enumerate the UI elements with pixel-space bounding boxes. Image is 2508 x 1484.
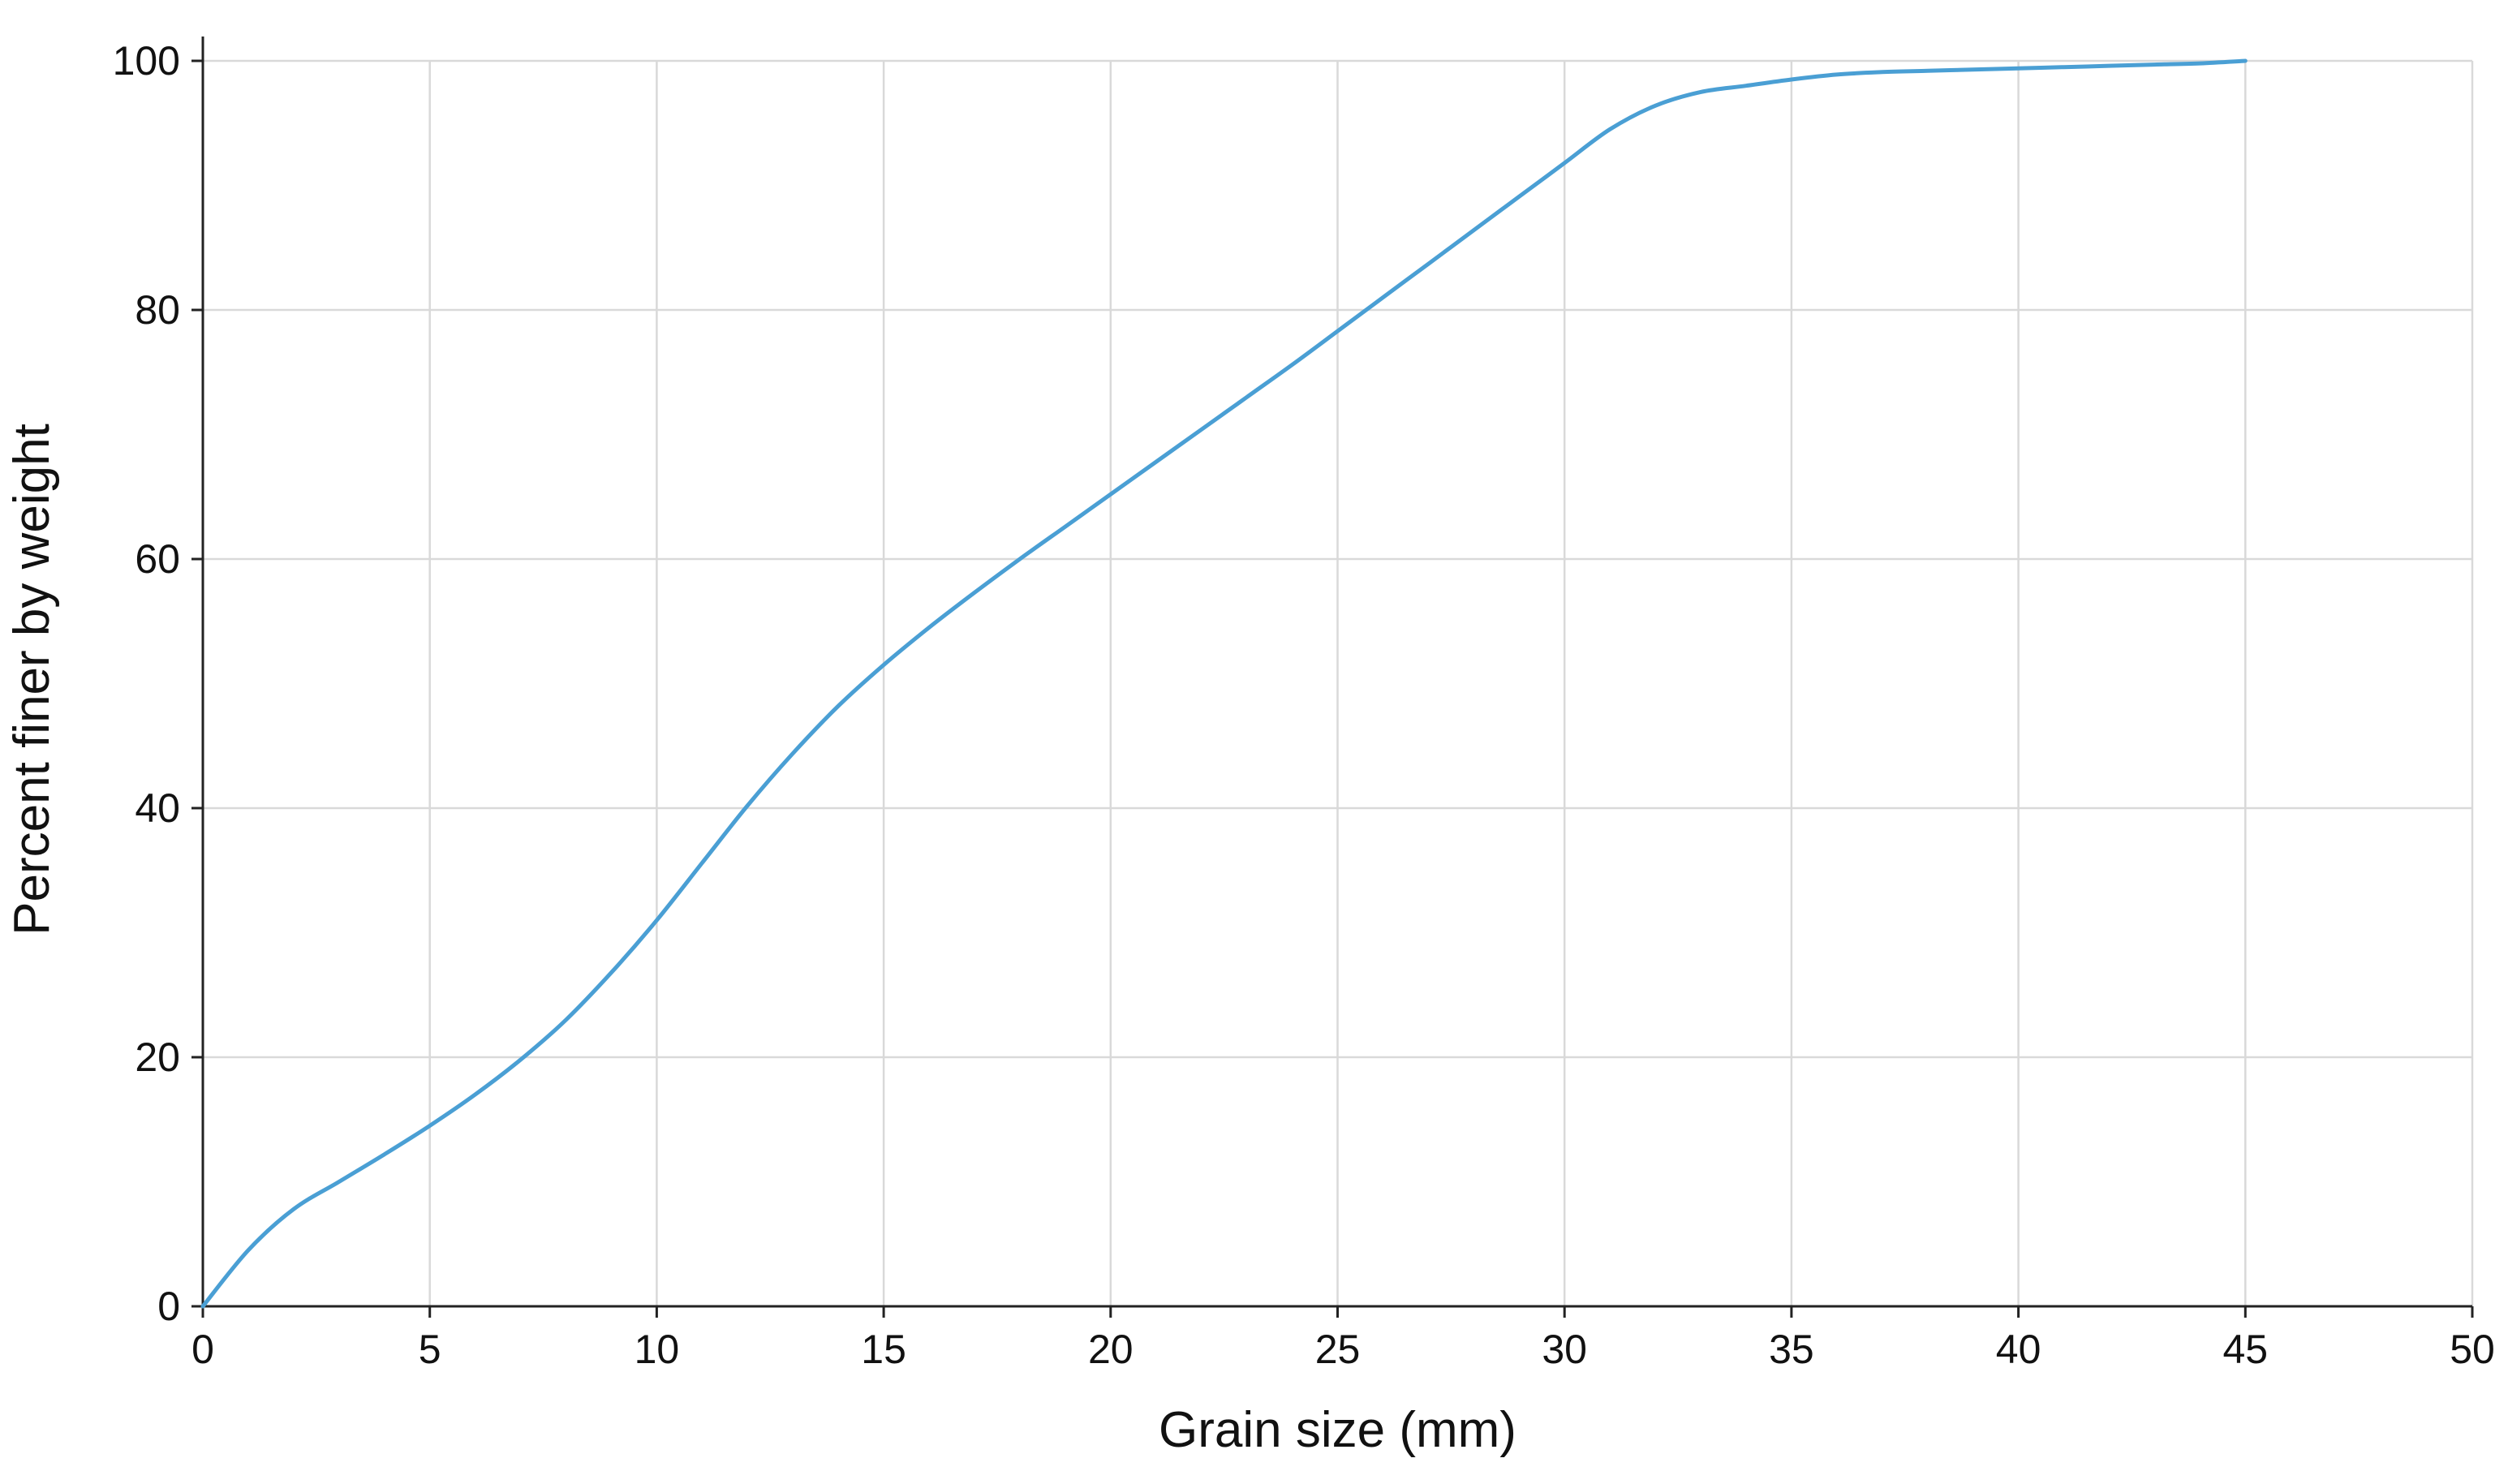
x-axis-title: Grain size (mm) — [1159, 1402, 1516, 1458]
tick-labels: 0 5 10 15 20 25 30 35 40 45 50 0 20 40 60 80 100 — [113, 38, 2495, 1372]
x-tick-label: 20 — [1088, 1327, 1134, 1372]
x-tick-label: 50 — [2450, 1327, 2495, 1372]
y-axis-title: Percent finer by weight — [4, 424, 60, 936]
x-tick-label: 45 — [2222, 1327, 2268, 1372]
grid — [203, 59, 2474, 1306]
x-tick-label: 10 — [635, 1327, 680, 1372]
y-tick-label: 80 — [135, 287, 180, 333]
series-layer — [200, 58, 2248, 1309]
x-tick-label: 40 — [1996, 1327, 2041, 1372]
x-tick-label: 35 — [1769, 1327, 1814, 1372]
y-tick-label: 0 — [157, 1284, 180, 1329]
x-tick-label: 15 — [861, 1327, 906, 1372]
y-tick-label: 60 — [135, 536, 180, 582]
x-tick-label: 5 — [419, 1327, 441, 1372]
y-tick-label: 40 — [135, 785, 180, 831]
y-tick-label: 100 — [113, 38, 180, 84]
series-line-0 — [200, 58, 2248, 1309]
x-tick-label: 30 — [1542, 1327, 1587, 1372]
x-tick-label: 25 — [1315, 1327, 1361, 1372]
y-tick-label: 20 — [135, 1034, 180, 1080]
x-tick-label: 0 — [191, 1327, 214, 1372]
